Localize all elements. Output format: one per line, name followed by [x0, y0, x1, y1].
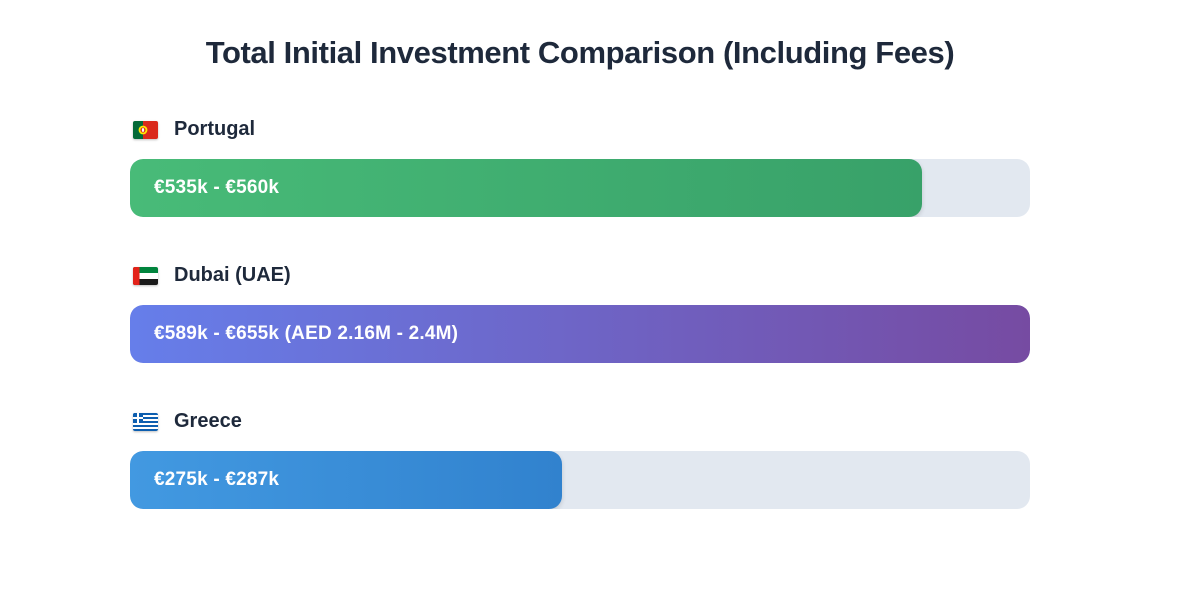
uae-flag-icon — [133, 266, 158, 285]
bar-track: €275k - €287k — [130, 451, 1030, 510]
bar-track: €589k - €655k (AED 2.16M - 2.4M) — [130, 305, 1030, 364]
label-row-greece: Greece — [133, 410, 1030, 433]
bar-row-greece: Greece €275k - €287k — [130, 410, 1030, 510]
chart-title: Total Initial Investment Comparison (Inc… — [205, 35, 955, 70]
country-label: Greece — [174, 410, 242, 433]
bar-value: €275k - €287k — [154, 469, 280, 491]
label-row-portugal: Portugal — [133, 118, 1030, 141]
bar-row-portugal: Portugal €535k - €560k — [130, 118, 1030, 218]
bar-track: €535k - €560k — [130, 159, 1030, 218]
bar-value: €589k - €655k (AED 2.16M - 2.4M) — [154, 323, 459, 345]
bar-fill-greece: €275k - €287k — [130, 451, 562, 510]
country-label: Dubai (UAE) — [174, 264, 291, 287]
bar-row-dubai: Dubai (UAE) €589k - €655k (AED 2.16M - 2… — [130, 264, 1030, 364]
bar-fill-portugal: €535k - €560k — [130, 159, 922, 218]
country-label: Portugal — [174, 118, 256, 141]
portugal-flag-icon — [133, 120, 158, 139]
bar-value: €535k - €560k — [154, 177, 280, 199]
label-row-dubai: Dubai (UAE) — [133, 264, 1030, 287]
greece-flag-icon — [133, 412, 158, 431]
bar-fill-dubai: €589k - €655k (AED 2.16M - 2.4M) — [130, 305, 1030, 364]
investment-comparison-chart: Total Initial Investment Comparison (Inc… — [130, 0, 1030, 510]
